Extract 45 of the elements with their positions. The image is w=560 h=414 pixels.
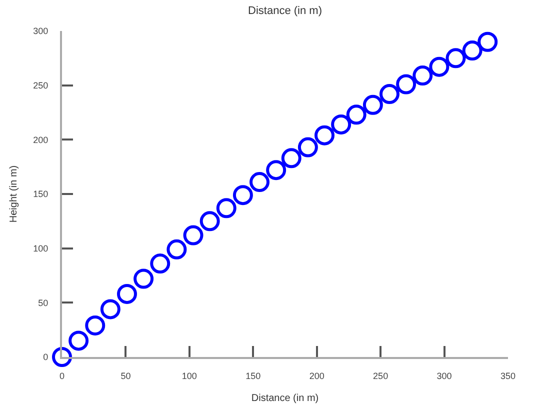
point: [314, 125, 334, 146]
y-axis-title: Height (in m): [8, 165, 20, 223]
point: [446, 48, 466, 68]
chart-title: Distance (in m): [248, 5, 322, 18]
point: [298, 137, 318, 158]
x-tick-label: 50: [120, 370, 131, 381]
point: [150, 254, 170, 274]
point: [68, 330, 89, 351]
x-tick-label: 300: [436, 370, 452, 381]
y-tick-label: 50: [38, 298, 48, 308]
x-tick-label: 200: [309, 370, 324, 381]
x-axis-title: Distance (in m): [251, 392, 319, 404]
point: [216, 198, 236, 218]
point: [100, 299, 120, 320]
x-tick-label: 150: [246, 370, 261, 381]
point: [331, 114, 352, 134]
point: [134, 268, 154, 289]
point: [429, 56, 450, 77]
point: [396, 74, 416, 94]
point: [380, 84, 400, 104]
x-tick-label: 250: [373, 370, 388, 381]
point: [362, 94, 383, 115]
y-tick-label: 250: [33, 80, 48, 90]
point: [52, 347, 72, 367]
point: [200, 211, 220, 232]
point: [166, 239, 187, 260]
y-tick-label: 300: [33, 26, 48, 36]
x-tick-label: 100: [182, 370, 197, 381]
x-tick-label: 0: [59, 370, 65, 381]
point: [250, 172, 270, 192]
point: [85, 315, 106, 336]
point: [183, 225, 204, 246]
point: [346, 104, 366, 125]
y-tick-label: 200: [33, 134, 48, 145]
y-tick-label: 150: [33, 189, 48, 200]
y-tick-label: 100: [33, 243, 48, 254]
point: [478, 32, 498, 52]
point: [412, 66, 433, 86]
point: [117, 284, 137, 304]
point: [232, 185, 253, 206]
point: [281, 148, 302, 168]
point: [266, 160, 286, 180]
y-tick-label: 0: [43, 352, 48, 362]
point: [462, 40, 482, 61]
x-tick-label: 350: [500, 370, 516, 381]
